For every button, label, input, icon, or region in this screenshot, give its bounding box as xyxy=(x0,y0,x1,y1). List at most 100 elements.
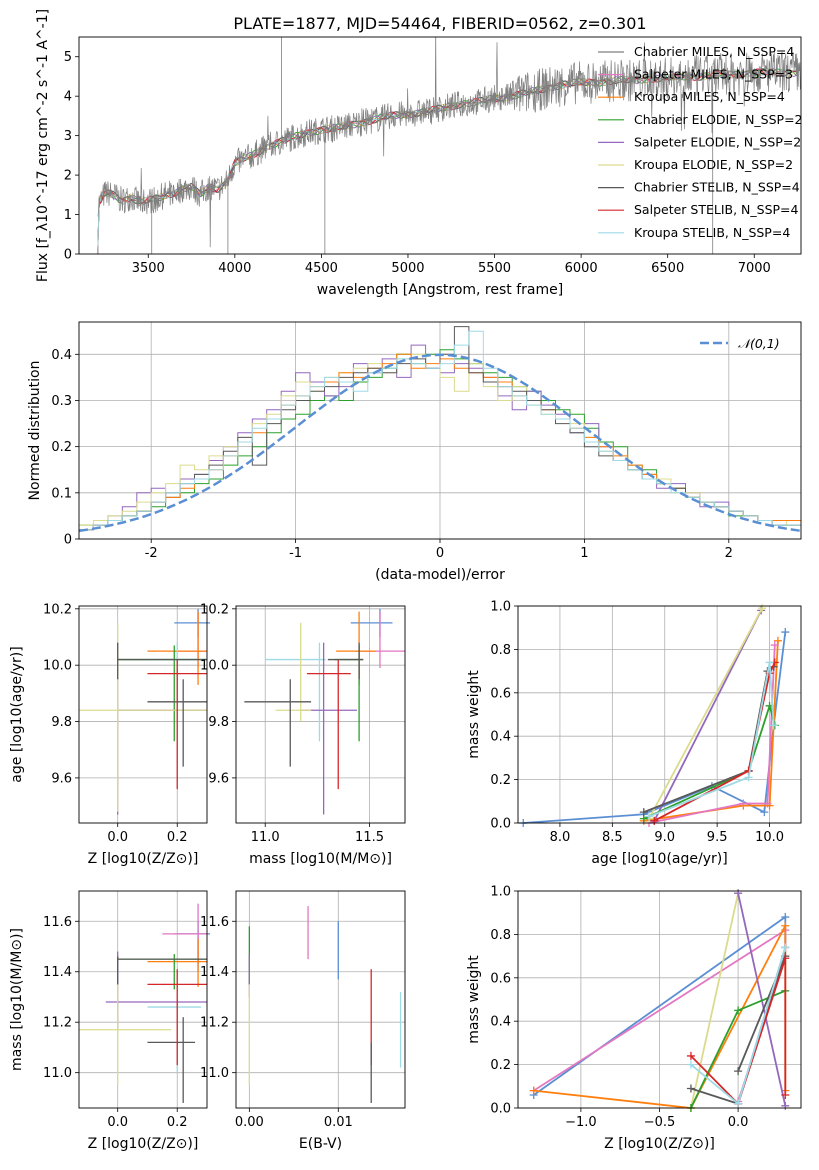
weight-point-marker xyxy=(734,1067,743,1076)
errorbar-point xyxy=(79,984,172,1086)
errorbar-point xyxy=(117,956,207,985)
x-tick-label: 0.2 xyxy=(167,830,188,845)
y-tick-label: 11.4 xyxy=(200,965,229,980)
y-tick-label: 0.0 xyxy=(490,817,511,832)
x-tick-label: 10.0 xyxy=(755,830,784,845)
y-tick-label: 11.0 xyxy=(200,1066,229,1081)
weight-series-line xyxy=(523,631,787,824)
weight-point-marker xyxy=(739,799,748,808)
x-tick-label: 5500 xyxy=(478,261,511,276)
weight-point-marker xyxy=(760,808,769,817)
x-tick-label: −1.0 xyxy=(565,1115,597,1130)
residuals-panel: -2 -1 0 1 2 0 0.1 0.2 0.3 0.4 (data-model)/error No… xyxy=(27,321,802,583)
y-tick-label: 11.0 xyxy=(43,1066,72,1081)
x-tick-label: 9.0 xyxy=(654,830,675,845)
y-tick-label: 0.4 xyxy=(490,1015,511,1030)
x-axis-title: Z [log10(Z/Z⊙)] xyxy=(604,1136,715,1152)
legend-label: Chabrier ELODIE, N_SSP=2 xyxy=(634,112,803,127)
weight-series-line xyxy=(648,645,776,824)
x-tick-label: 5000 xyxy=(391,261,424,276)
y-tick-label: 0.3 xyxy=(51,394,72,409)
weight-point-marker xyxy=(765,658,774,667)
y-tick-label: 3 xyxy=(64,129,72,144)
errorbar-point xyxy=(162,903,207,965)
mass-vs-ebv-panel: 0.00 0.01 11.0 11.2 11.4 11.6 E(B-V) xyxy=(200,890,406,1152)
weight-point-marker xyxy=(734,1006,743,1015)
weight-point-marker xyxy=(758,604,767,613)
y-tick-label: 10.0 xyxy=(43,659,72,674)
errorbar-point xyxy=(117,642,207,680)
y-tick-label: 9.6 xyxy=(51,771,72,786)
weight-point-marker xyxy=(781,913,790,922)
x-tick-label: 9.5 xyxy=(707,830,728,845)
errorbar-point xyxy=(117,642,207,815)
legend-label: Chabrier MILES, N_SSP=4 xyxy=(634,44,794,59)
x-axis-title: age [log10(age/yr)] xyxy=(591,851,727,867)
y-tick-label: 5 xyxy=(64,50,72,65)
x-tick-label: 8.0 xyxy=(550,830,571,845)
weight-series-line xyxy=(690,958,787,1106)
y-tick-label: 10.0 xyxy=(200,659,229,674)
axes-frame xyxy=(235,605,406,824)
errorbar-point xyxy=(147,999,202,1073)
x-tick-label: 0.2 xyxy=(167,1115,188,1130)
y-tick-label: 0.2 xyxy=(51,440,72,455)
axes-frame xyxy=(78,890,208,1109)
weight-point-marker xyxy=(529,1086,538,1095)
weight-point-marker xyxy=(686,1084,695,1093)
weight-series-line xyxy=(690,893,739,1109)
weight-point-marker xyxy=(781,1101,790,1110)
x-tick-label: 0.0 xyxy=(728,1115,749,1130)
y-axis-title: mass weight xyxy=(466,955,482,1044)
y-tick-label: 0.2 xyxy=(490,1058,511,1073)
observed-spectrum-line xyxy=(97,37,801,248)
x-tick-label: -2 xyxy=(145,546,158,561)
y-tick-label: 2 xyxy=(64,169,72,184)
axes-frame xyxy=(517,605,802,824)
axes-frame xyxy=(78,321,802,540)
weight-point-marker xyxy=(781,1090,790,1099)
model-spectrum-line xyxy=(96,68,798,254)
x-axis-title: Z [log10(Z/Z⊙)] xyxy=(88,851,199,867)
y-tick-label: 0.8 xyxy=(490,643,511,658)
weight-series-line xyxy=(648,607,763,820)
weight-point-marker xyxy=(763,799,772,808)
x-tick-label: 6500 xyxy=(651,261,684,276)
y-axis-title: mass [log10(M/M⊙)] xyxy=(9,928,25,1071)
errorbar-point xyxy=(275,622,312,722)
y-tick-label: 9.8 xyxy=(208,715,229,730)
x-tick-label: 6000 xyxy=(565,261,598,276)
y-tick-label: 11.2 xyxy=(200,1016,229,1031)
weight-series-line xyxy=(737,893,787,1106)
y-tick-label: 10.2 xyxy=(43,602,72,617)
axes-frame xyxy=(517,890,802,1109)
age-vs-mass-panel: 11.0 11.5 9.6 9.8 10.0 10.2 mass [log10(M/M⊙)] xyxy=(200,602,406,867)
y-tick-label: 11.6 xyxy=(200,915,229,930)
weight-point-marker xyxy=(650,816,659,825)
x-tick-label: 4000 xyxy=(218,261,251,276)
y-tick-label: 0.4 xyxy=(51,348,72,363)
x-tick-label: 4500 xyxy=(305,261,338,276)
legend-label: Salpeter ELODIE, N_SSP=2 xyxy=(634,134,801,149)
weight-point-marker xyxy=(686,1051,695,1060)
weight-vs-metallicity-panel: −1.0 −0.5 0.0 0.0 0.2 0.4 0.6 0.8 1.0 Z [log10(Z/… xyxy=(466,885,802,1152)
errorbar-point xyxy=(147,1017,196,1103)
errorbar-point xyxy=(105,951,207,1030)
errorbar-point xyxy=(350,608,393,637)
x-axis-title: mass [log10(M/M⊙)] xyxy=(249,851,392,867)
age-vs-metallicity-panel: 0.0 0.2 9.6 9.8 10.0 10.2 Z [log10(Z/Z⊙)] age [… xyxy=(9,602,210,867)
errorbar-point xyxy=(147,969,207,1066)
x-tick-label: 7000 xyxy=(738,261,771,276)
legend-label: Kroupa ELODIE, N_SSP=2 xyxy=(634,157,793,172)
errorbar-point xyxy=(265,642,326,742)
x-tick-label: 3500 xyxy=(132,261,165,276)
legend-label: 𝒩(0,1) xyxy=(738,336,780,351)
weight-point-marker xyxy=(734,1099,743,1108)
errorbar-point xyxy=(306,659,351,790)
y-tick-label: 9.6 xyxy=(208,771,229,786)
weight-vs-age-panel: 8.0 8.5 9.0 9.5 10.0 0.0 0.2 0.4 0.6 0.8 1.0 age [l… xyxy=(466,600,802,867)
y-tick-label: 1.0 xyxy=(490,885,511,900)
errorbar-point xyxy=(147,659,207,790)
x-tick-label: 11.5 xyxy=(355,830,384,845)
y-tick-label: 0.2 xyxy=(490,773,511,788)
